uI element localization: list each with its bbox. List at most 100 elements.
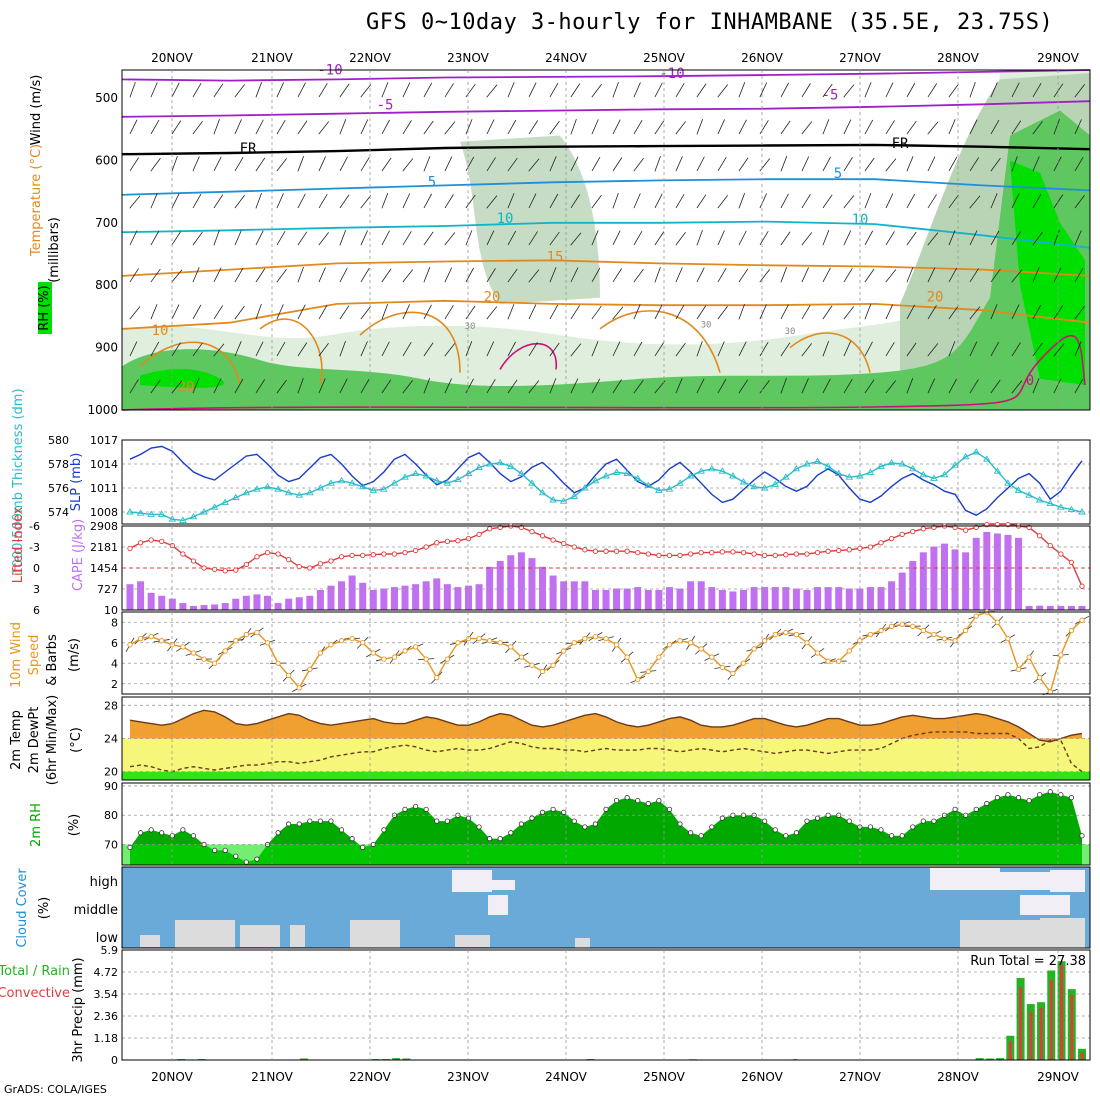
lifted-index-line-point <box>698 549 704 556</box>
precip-convective-bar <box>1080 1052 1084 1060</box>
wind-barb <box>780 193 789 209</box>
wind-speed-line-point <box>455 640 461 646</box>
thickness-line-point <box>147 510 155 517</box>
rh-point <box>518 821 524 827</box>
isotherm--10 <box>121 69 1091 82</box>
cape-bar <box>962 552 970 610</box>
tick-label-top-20NOV: 20NOV <box>151 51 193 65</box>
rh-point <box>1015 795 1022 801</box>
thickness-line-point <box>972 448 981 455</box>
wind-barb <box>402 193 411 209</box>
wind-barb <box>255 303 262 320</box>
wind-barb <box>843 379 853 394</box>
wind-barb <box>591 230 599 246</box>
cape-bar <box>655 590 663 610</box>
wind-barb <box>402 342 412 357</box>
cape-bar <box>549 575 557 610</box>
thickness-line-point <box>813 457 822 465</box>
lifted-index-line-point <box>571 544 577 550</box>
contour-label-black: FR <box>240 141 257 157</box>
contour-label-black: FR <box>892 136 909 152</box>
wind-barb <box>738 157 749 172</box>
slp-panel-background <box>122 440 1090 524</box>
thickness-line-point <box>200 508 208 515</box>
thickness-line-point <box>887 458 896 466</box>
cape-bar <box>179 603 187 610</box>
wind-barb <box>297 304 306 320</box>
lifted-index-line-point <box>624 548 630 554</box>
wind-barb <box>486 341 495 357</box>
rh-point <box>920 818 926 824</box>
wind-speed-line-point <box>1026 654 1032 660</box>
wind-barb <box>570 378 579 394</box>
cape-tick-label: 2908 <box>90 520 118 533</box>
wind-barb <box>969 81 976 98</box>
wind-barb <box>255 341 264 357</box>
wind-barb <box>969 306 981 320</box>
wind-barb <box>1053 343 1065 357</box>
rh-axis-label-1: 2m RH <box>29 803 44 847</box>
wind-barb <box>654 266 661 283</box>
wind-barb <box>1011 380 1023 394</box>
temp-axis-label-4: (°C) <box>69 727 84 753</box>
cape-bar <box>158 595 166 610</box>
wind-barb <box>822 341 830 357</box>
wind-barb <box>171 155 178 172</box>
wind-barb <box>969 379 979 394</box>
wind-barb <box>297 156 305 172</box>
wind-barb <box>171 193 180 209</box>
wind-barb <box>801 305 811 320</box>
contour-label-grey: 30 <box>465 322 476 332</box>
tick-label-bottom-24NOV: 24NOV <box>545 1070 587 1084</box>
lifted-index-line-point <box>635 549 641 556</box>
contour-label-purple: -10 <box>659 66 684 82</box>
wind-barb <box>339 305 350 320</box>
cape-bar <box>1025 605 1033 610</box>
wind-barb <box>381 82 389 98</box>
lifted-index-line-point <box>159 538 165 545</box>
thickness-line-point <box>993 467 1002 474</box>
wind-barb <box>150 157 161 172</box>
slp-line <box>129 445 1083 516</box>
wind-barb <box>486 230 495 246</box>
wind-barb <box>549 156 557 172</box>
wind-barb <box>402 269 414 283</box>
wind-barb <box>654 231 665 246</box>
wind-barb <box>738 379 749 394</box>
wind-barb <box>864 157 875 172</box>
rh-point <box>233 853 239 859</box>
cape-bar <box>264 595 272 610</box>
wind-barb <box>570 232 582 246</box>
wind-speed-line-point <box>899 621 905 627</box>
cloud-cover-cell <box>1000 872 1050 890</box>
cape-bar <box>1046 605 1054 610</box>
wind-barb <box>717 378 727 394</box>
wind-barb <box>444 305 454 320</box>
cloud-axis-label-2: (%) <box>37 897 52 920</box>
wind-barb <box>486 195 498 209</box>
thickness-line-point <box>760 484 769 491</box>
wind-barb <box>633 82 641 98</box>
cape-bar <box>253 594 261 610</box>
cloud-cover-cell <box>1040 918 1085 948</box>
precip-legend-total: Total / Rain <box>0 964 70 979</box>
wind-speed-line-point <box>296 685 302 691</box>
contour-label-blue: 5 <box>834 166 842 182</box>
lifted-index-line-point <box>412 547 419 554</box>
wind-barb <box>654 380 666 394</box>
wind-barb <box>318 83 328 98</box>
contour-label-orange: 15 <box>547 250 564 266</box>
wind-barb <box>255 193 262 209</box>
wind-barb <box>276 230 286 246</box>
wind-barb <box>402 304 410 320</box>
wind-barb <box>339 119 347 135</box>
wind-barb <box>738 268 749 283</box>
rh-point <box>550 806 556 812</box>
wind-barb <box>171 269 183 283</box>
rh-point <box>1005 792 1011 798</box>
wind-barb <box>192 82 202 98</box>
thickness-line-point <box>633 474 642 481</box>
thickness-line-point <box>538 488 547 496</box>
wind-barb <box>906 231 917 246</box>
wind-barb <box>1074 84 1085 98</box>
